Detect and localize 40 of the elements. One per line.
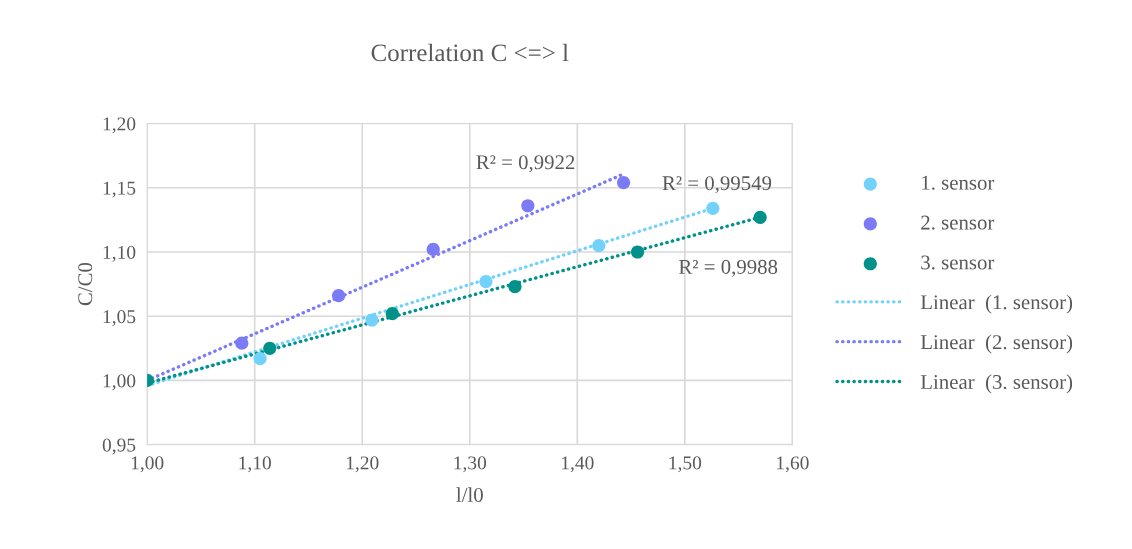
point (616, 176, 631, 190)
annotation: R² = 0,9988 (678, 259, 778, 277)
legend-label: Linear (2. sensor) (920, 334, 1073, 354)
point (753, 210, 767, 224)
y-tick-label: 1,00 (103, 374, 136, 391)
point (385, 307, 399, 321)
legend-label: Linear (3. sensor) (920, 374, 1073, 394)
chart-title: Correlation C <=> l (371, 43, 569, 62)
legend-label: 1. sensor (922, 175, 995, 190)
point (521, 199, 535, 213)
x-tick-label: 1,40 (562, 456, 594, 473)
x-tick-label: 1,00 (131, 456, 164, 473)
annotation: R² = 0,99549 (662, 176, 772, 194)
legend-label: Linear (1. sensor) (920, 294, 1073, 314)
point (263, 341, 277, 355)
x-tick-label: 1,20 (346, 456, 379, 473)
y-axis-title: C/C0 (78, 262, 93, 306)
y-tick-label: 1,05 (103, 310, 136, 326)
legend-label: 3. sensor (921, 255, 995, 270)
x-tick-label: 1,10 (239, 456, 271, 473)
point (706, 201, 720, 215)
y-tick-label: 1,20 (103, 117, 136, 134)
point (235, 336, 249, 350)
point (365, 313, 379, 327)
point (426, 242, 440, 257)
legend-label: 2. sensor (921, 215, 995, 230)
point (592, 238, 606, 253)
point (630, 245, 645, 259)
y-tick-label: 1,15 (103, 181, 136, 198)
point (331, 289, 346, 303)
point (479, 274, 493, 289)
point (253, 352, 267, 366)
x-tick-label: 1,30 (454, 456, 487, 473)
point (508, 280, 522, 294)
y-tick-label: 0,95 (102, 438, 136, 455)
annotation: R² = 0,9922 (476, 155, 575, 173)
y-tick-label: 1,10 (103, 245, 136, 262)
x-axis-title: l/l0 (456, 487, 483, 502)
x-tick-label: 1,50 (669, 456, 702, 473)
x-tick-label: 1,60 (777, 456, 809, 473)
